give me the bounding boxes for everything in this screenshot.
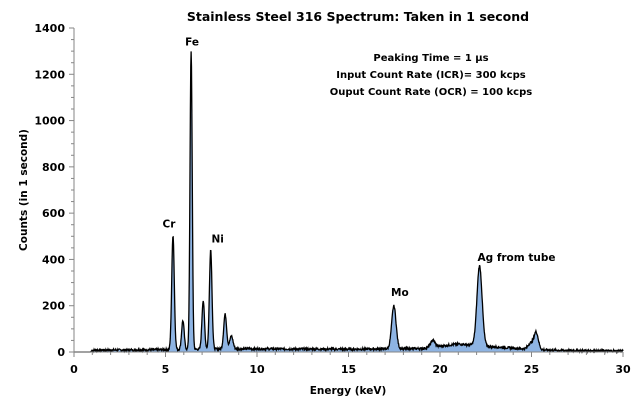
- x-tick-label: 30: [615, 363, 631, 376]
- y-tick-label: 400: [42, 253, 65, 266]
- y-axis-title: Counts (in 1 second): [18, 129, 30, 251]
- x-tick-label: 25: [524, 363, 539, 376]
- y-tick-label: 800: [42, 161, 65, 174]
- spectrum-line: [74, 51, 624, 355]
- axes: [69, 27, 624, 357]
- y-tick-label: 0: [57, 346, 65, 359]
- x-tick-label: 5: [162, 363, 170, 376]
- chart-title: Stainless Steel 316 Spectrum: Taken in 1…: [187, 9, 529, 24]
- y-tick-label: 1400: [34, 22, 65, 35]
- y-tick-labels: 0 200 400 600 800 1000 1200 1400: [34, 22, 65, 359]
- y-tick-label: 200: [42, 300, 65, 313]
- y-tick-label: 1000: [34, 115, 65, 128]
- peak-label-ni: Ni: [212, 233, 224, 245]
- x-tick-label: 20: [432, 363, 448, 376]
- x-axis-title: Energy (keV): [310, 385, 387, 397]
- plot-area: [74, 51, 624, 355]
- x-tick-label: 15: [341, 363, 356, 376]
- annotation-block: Peaking Time = 1 µs Input Count Rate (IC…: [330, 53, 532, 98]
- y-tick-label: 1200: [34, 68, 65, 81]
- peak-label-ag-from-tube: Ag from tube: [478, 252, 556, 264]
- x-tick-label: 10: [249, 363, 265, 376]
- annotation-icr: Input Count Rate (ICR)= 300 kcps: [336, 70, 525, 81]
- peak-label-mo: Mo: [391, 287, 409, 299]
- peak-label-fe: Fe: [185, 36, 199, 48]
- annotation-ocr: Ouput Count Rate (OCR) = 100 kcps: [330, 87, 532, 98]
- y-tick-label: 600: [42, 207, 65, 220]
- x-tick-label: 0: [70, 363, 78, 376]
- peak-labels: Cr Fe Ni Mo Ag from tube: [163, 36, 556, 299]
- peak-label-cr: Cr: [163, 218, 177, 230]
- annotation-peaking-time: Peaking Time = 1 µs: [373, 53, 488, 64]
- x-tick-labels: 0 5 10 15 20 25 30: [70, 363, 631, 376]
